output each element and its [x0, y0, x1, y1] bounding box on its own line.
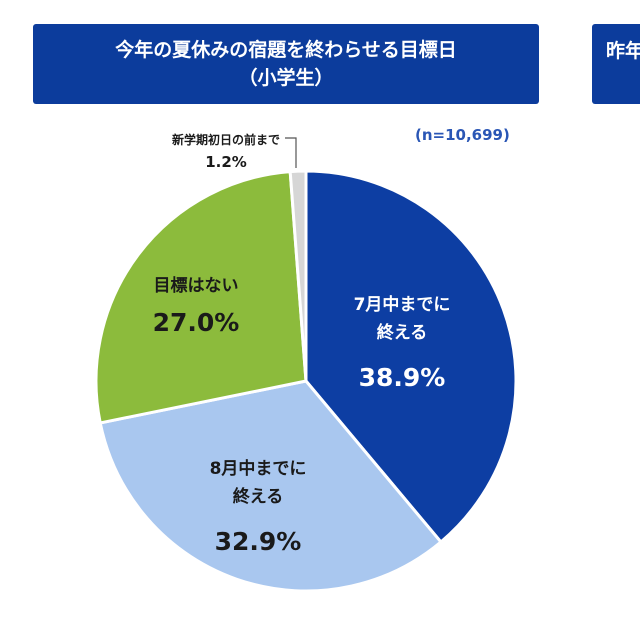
slice-value-1: 32.9%: [215, 527, 302, 556]
chart-title-line2: （小学生）: [238, 67, 334, 89]
pie-slice-0: [304, 169, 518, 545]
chart-title-box: 今年の夏休みの宿題を終わらせる目標日 （小学生）: [33, 24, 539, 104]
slice-value-2: 27.0%: [153, 308, 240, 337]
slice-value-0: 38.9%: [359, 363, 446, 392]
slice-label-2-line-0: 目標はない: [154, 275, 239, 296]
slice-label-0-line-0: 7月中までに: [354, 294, 451, 315]
second-panel-title: 昨年: [606, 40, 640, 62]
slice-label-1-line-0: 8月中までに: [210, 458, 307, 479]
second-panel-title-box: 昨年: [592, 24, 640, 104]
slice-label-0-line-1: 終える: [377, 322, 428, 343]
sample-size-note: (n=10,699): [415, 126, 510, 144]
slice-value-3: 1.2%: [205, 153, 247, 171]
pie-slice-3: [288, 169, 308, 382]
leader-line: [285, 137, 297, 168]
pie-slice-1: [98, 379, 443, 593]
slice-label-1-line-1: 終える: [233, 486, 284, 507]
pie-slice-2: [94, 169, 308, 425]
chart-title-line1: 今年の夏休みの宿題を終わらせる目標日: [115, 39, 457, 61]
slice-label-3-line-0: 新学期初日の前まで: [172, 132, 280, 147]
